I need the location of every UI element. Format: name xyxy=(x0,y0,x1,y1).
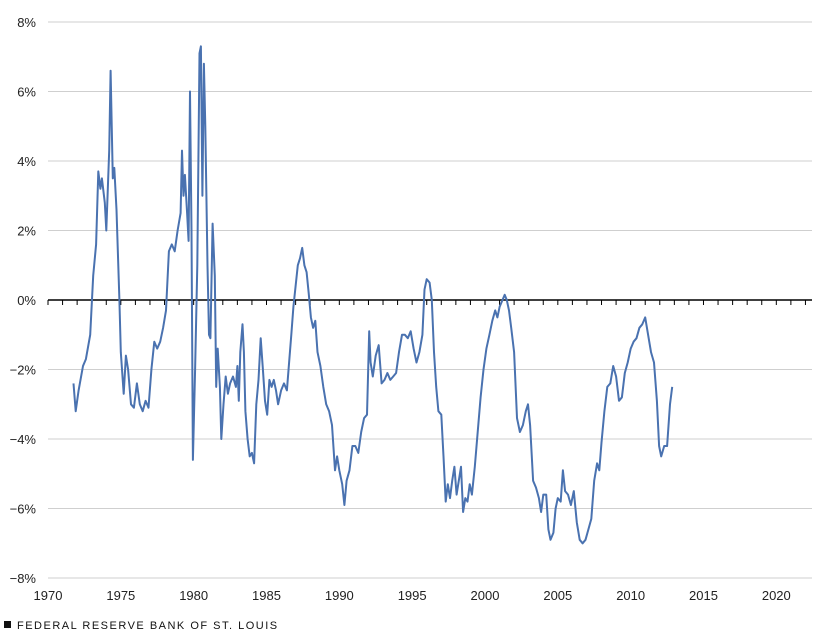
x-tick-label: 1970 xyxy=(34,588,63,603)
grid-lines xyxy=(48,21,812,579)
x-tick-label: 2000 xyxy=(471,588,500,603)
series-group xyxy=(72,45,674,545)
square-bullet-icon xyxy=(4,621,11,628)
x-tick-label: 2010 xyxy=(616,588,645,603)
y-tick-label: −8% xyxy=(10,571,37,586)
y-tick-label: −2% xyxy=(10,363,37,378)
x-tick-label: 2020 xyxy=(762,588,791,603)
x-tick-label: 2005 xyxy=(543,588,572,603)
y-tick-label: −6% xyxy=(10,502,37,517)
x-tick-label: 1985 xyxy=(252,588,281,603)
x-tick-label: 2015 xyxy=(689,588,718,603)
y-axis: −8% −6% −4% −2% 0% 2% 4% 6% 8% xyxy=(10,15,37,586)
x-tick-label: 1995 xyxy=(398,588,427,603)
y-tick-label: 0% xyxy=(17,293,36,308)
footer-source: FEDERAL RESERVE BANK OF ST. LOUIS xyxy=(4,620,279,632)
line-chart: −8%−6%−4%−2%0%2%4%6%8% 1970 1975 1980 1985 1… xyxy=(10,15,812,603)
x-tick-label: 1990 xyxy=(325,588,354,603)
x-axis: 1970 1975 1980 1985 1990 1995 2000 2005 2010 2015… xyxy=(34,588,791,603)
y-tick-label: 2% xyxy=(17,224,36,239)
y-tick-label: 4% xyxy=(17,154,36,169)
x-tick-label: 1980 xyxy=(179,588,208,603)
x-tick-label: 1975 xyxy=(106,588,135,603)
y-tick-label: −4% xyxy=(10,432,37,447)
y-tick-label: 6% xyxy=(17,85,36,100)
series-line xyxy=(72,45,674,545)
zero-line-group xyxy=(47,299,812,305)
y-tick-label: 8% xyxy=(17,15,36,30)
footer-source-label: FEDERAL RESERVE BANK OF ST. LOUIS xyxy=(17,620,279,632)
